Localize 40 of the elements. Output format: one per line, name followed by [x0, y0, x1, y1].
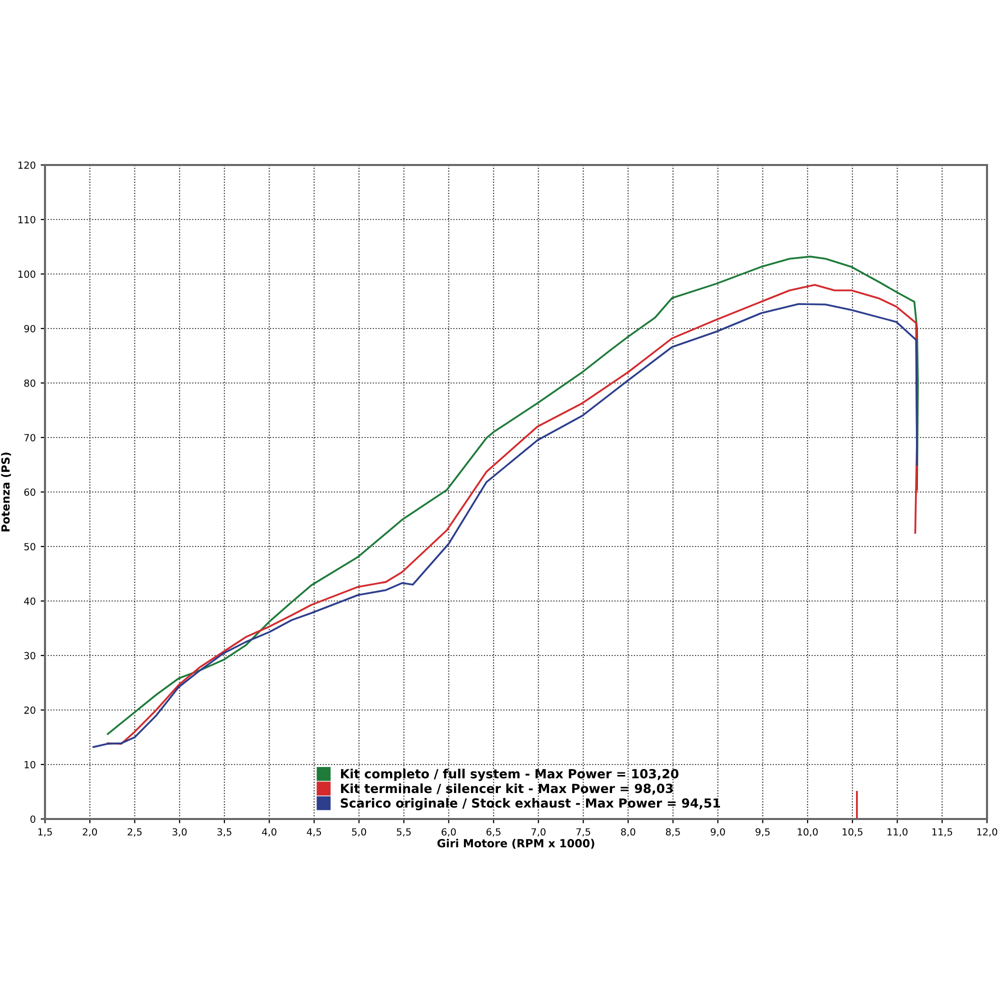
x-tick-label: 5,5	[396, 828, 411, 837]
x-tick-label: 8,0	[621, 828, 636, 837]
x-tick-label: 12,0	[977, 828, 998, 837]
legend-label: Kit terminale / silencer kit - Max Power = 98,03	[341, 783, 673, 795]
y-tick-label: 60	[24, 488, 36, 496]
y-tick-label: 100	[18, 270, 36, 278]
x-tick-label: 10,5	[842, 828, 862, 837]
x-tick-label: 10,0	[798, 828, 818, 837]
x-tick-label: 2,0	[82, 828, 97, 837]
x-tick-label: 3,0	[172, 828, 187, 837]
y-axis-title: Potenza (PS)	[1, 452, 12, 532]
legend-label: Scarico originale / Stock exhaust - Max Power = 94,51	[340, 798, 720, 810]
x-tick-label: 7,5	[576, 828, 590, 837]
x-tick-label: 6,5	[486, 828, 500, 837]
x-tick-label: 11,5	[932, 828, 952, 837]
x-tick-label: 2,5	[128, 828, 142, 837]
x-tick-label: 6,0	[442, 828, 456, 837]
x-tick-label: 8,5	[666, 828, 680, 837]
y-tick-label: 80	[24, 379, 36, 387]
x-tick-label: 3,5	[217, 828, 232, 837]
legend-label: Kit completo / full system - Max Power = 103,20	[341, 768, 678, 781]
y-tick-label: 30	[24, 652, 36, 660]
x-tick-label: 1,5	[38, 828, 52, 837]
y-tick-label: 90	[24, 324, 36, 332]
x-tick-label: 7,0	[531, 828, 546, 837]
x-tick-label: 4,0	[262, 828, 276, 837]
y-tick-label: 10	[24, 760, 36, 768]
y-tick-label: 40	[24, 597, 36, 605]
x-tick-label: 9,0	[710, 828, 725, 837]
x-tick-label: 4,5	[306, 828, 322, 837]
x-tick-label: 5,0	[352, 828, 366, 837]
y-tick-label: 70	[24, 434, 36, 442]
x-axis-title: Giri Motore (RPM x 1000)	[437, 838, 594, 849]
y-tick-label: 0	[30, 815, 36, 823]
y-tick-label: 110	[18, 216, 36, 224]
y-tick-label: 20	[24, 706, 36, 714]
x-tick-label: 9,5	[756, 828, 770, 837]
y-tick-label: 120	[18, 161, 36, 169]
y-tick-label: 50	[24, 542, 36, 550]
x-tick-label: 11,0	[888, 828, 908, 837]
